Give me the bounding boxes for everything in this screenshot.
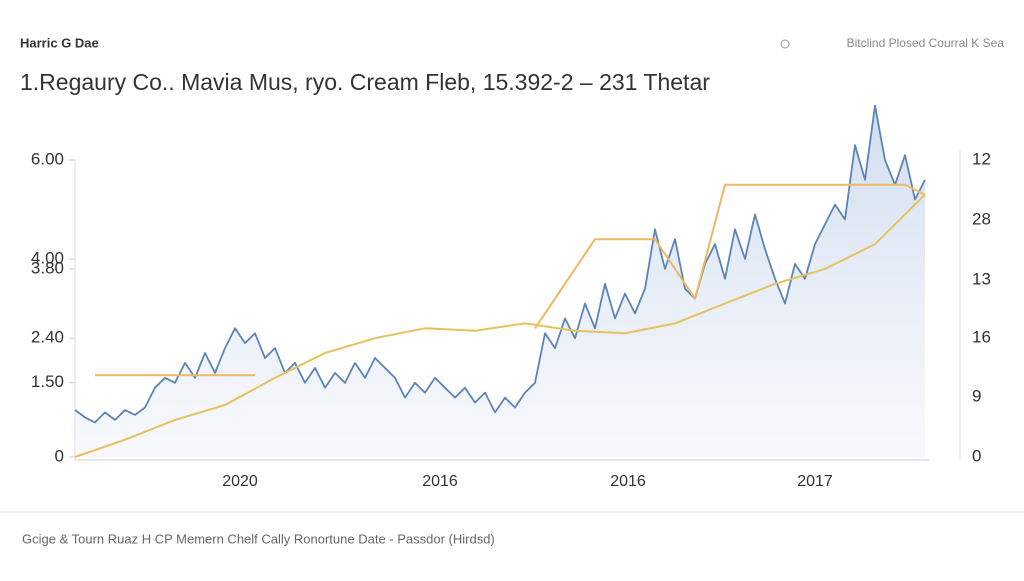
- y-tick-label: 2.40: [31, 328, 64, 347]
- right-label: 9: [972, 386, 981, 405]
- right-label: 13: [972, 269, 991, 288]
- right-label: 12: [972, 149, 991, 168]
- area: [75, 105, 925, 457]
- source-icon: [780, 39, 790, 49]
- brand: Harric G Dae: [20, 35, 99, 50]
- y-tick-label: 4.00: [31, 248, 64, 267]
- line: [95, 183, 926, 377]
- y-tick-label: 6.00: [31, 149, 64, 168]
- footnote: Gcige & Tourn Ruaz H CP Memern Chelf Cal…: [22, 531, 495, 546]
- x-label: 2016: [610, 473, 646, 490]
- y-tick-label: 0: [55, 446, 64, 465]
- chart-title: 1.Regaury Co.. Mavia Mus, ryo. Cream Fle…: [20, 69, 710, 95]
- x-label: 2016: [422, 473, 458, 490]
- source: Bitclind Plosed Courral K Sea: [847, 36, 1005, 50]
- line: [74, 104, 926, 424]
- right-label: 0: [972, 446, 981, 465]
- x-label: 2017: [797, 473, 833, 490]
- right-label: 28: [972, 209, 991, 228]
- x-label: 2020: [222, 473, 258, 490]
- right-label: 16: [972, 327, 991, 346]
- line: [74, 193, 926, 458]
- y-tick-label: 3.80: [31, 258, 64, 277]
- y-tick-label: 1.50: [31, 372, 64, 391]
